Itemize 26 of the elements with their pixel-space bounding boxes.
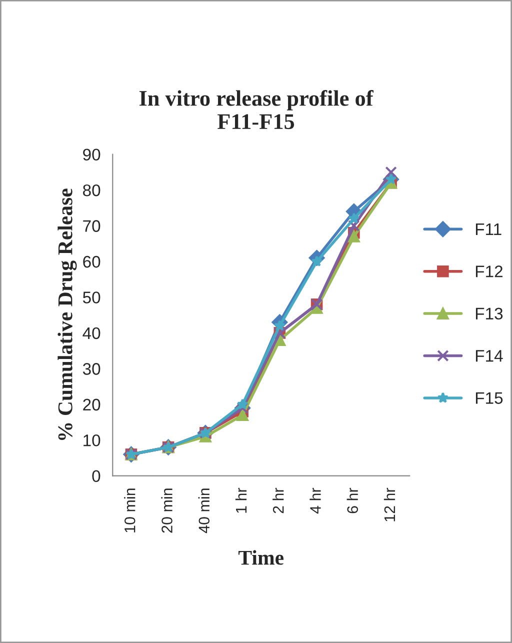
y-tick-label: 50 bbox=[82, 292, 100, 304]
x-tick-label: 40 min bbox=[198, 488, 210, 534]
x-tick-label: 4 hr bbox=[310, 488, 321, 514]
legend-label: F13 bbox=[476, 308, 503, 320]
y-tick-label: 70 bbox=[83, 220, 100, 232]
y-tick-label: 60 bbox=[83, 256, 100, 268]
legend-label: F15 bbox=[476, 392, 503, 404]
y-tick-label: 10 bbox=[84, 434, 100, 446]
y-tick-label: 20 bbox=[83, 398, 100, 411]
y-axis-title: % Cumulative Drug Release bbox=[58, 188, 77, 440]
x-tick-label: 1 hr bbox=[235, 488, 247, 513]
x-axis-title: Time bbox=[238, 550, 284, 565]
legend-label: F14 bbox=[476, 350, 503, 362]
y-tick-label: 80 bbox=[83, 184, 100, 196]
x-tick-label: 10 min bbox=[124, 488, 136, 532]
y-tick-label: 0 bbox=[92, 470, 100, 482]
x-tick-label: 2 hr bbox=[272, 488, 284, 514]
x-tick-label: 20 min bbox=[161, 488, 172, 533]
legend-label: F12 bbox=[476, 266, 502, 278]
x-tick-label: 6 hr bbox=[346, 488, 358, 514]
y-tick-label: 40 bbox=[82, 327, 100, 340]
x-tick-label: 12 hr bbox=[384, 488, 395, 522]
y-tick-label: 30 bbox=[82, 363, 100, 375]
chart-title: In vitro release profile of F11-F15 bbox=[139, 90, 374, 130]
y-tick-label: 90 bbox=[83, 148, 100, 161]
legend-label: F11 bbox=[476, 224, 502, 235]
